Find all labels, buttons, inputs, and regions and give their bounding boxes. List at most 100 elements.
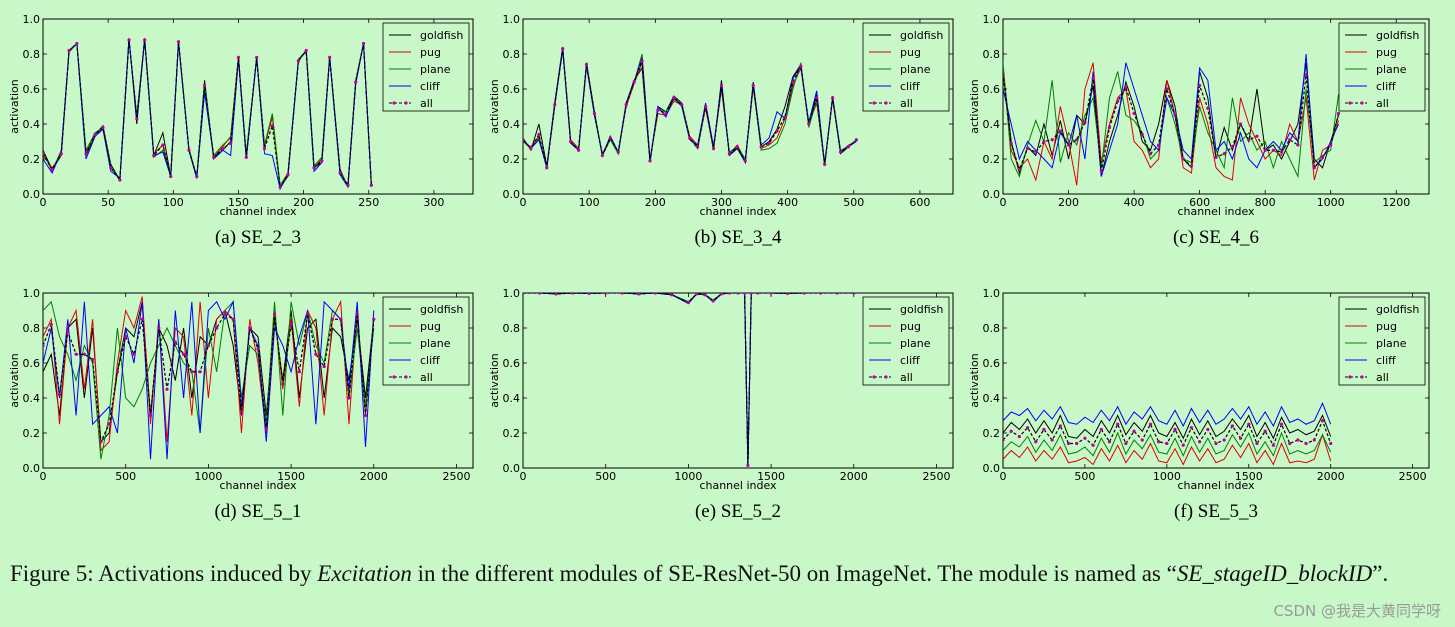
data-point-all	[1329, 441, 1333, 446]
data-point-all	[672, 96, 676, 100]
data-point-all	[680, 103, 684, 107]
data-point-all	[1320, 419, 1325, 423]
legend-marker-all	[1360, 375, 1364, 379]
legend-label-plane: plane	[420, 63, 451, 76]
data-point-all	[743, 159, 747, 163]
data-point-all	[1288, 138, 1292, 142]
data-point-all	[786, 293, 790, 295]
data-point-all	[1083, 436, 1087, 440]
x-tick-label: 150	[228, 196, 249, 209]
data-point-all	[312, 166, 316, 170]
legend-label-goldfish: goldfish	[900, 303, 943, 316]
data-point-all	[576, 148, 581, 152]
series-line-all	[43, 39, 372, 189]
series-line-cliff	[43, 299, 375, 460]
legend-label-pug: pug	[420, 320, 441, 333]
data-point-all	[1058, 424, 1062, 428]
data-point-all	[656, 108, 660, 112]
watermark: CSDN @我是大黄同学呀	[1273, 602, 1441, 620]
data-point-all	[1165, 441, 1169, 446]
data-point-all	[212, 155, 216, 159]
data-point-all	[239, 410, 244, 414]
y-tick-label: 0.4	[983, 118, 1001, 131]
data-point-all	[640, 59, 644, 63]
data-point-all	[1304, 441, 1308, 446]
data-point-all	[93, 132, 97, 137]
legend-box	[862, 296, 950, 386]
legend-label-goldfish: goldfish	[900, 29, 943, 42]
legend-marker-all	[392, 375, 396, 379]
data-point-all	[262, 146, 267, 151]
data-point-all	[161, 143, 165, 147]
data-point-all	[1173, 113, 1177, 117]
data-point-all	[347, 396, 351, 400]
data-point-all	[1157, 143, 1161, 147]
data-point-all	[165, 387, 169, 391]
data-point-all	[198, 370, 202, 374]
data-point-all	[328, 55, 332, 60]
data-point-all	[632, 80, 636, 84]
data-point-all	[1206, 106, 1210, 110]
y-tick-label: 0.2	[503, 153, 521, 166]
data-point-all	[297, 370, 301, 374]
y-tick-label: 0.8	[983, 322, 1001, 335]
data-point-all	[831, 96, 835, 100]
legend-box	[382, 296, 470, 386]
data-point-all	[361, 41, 366, 46]
data-point-all	[1263, 429, 1267, 433]
y-tick-label: 1.0	[983, 13, 1001, 26]
legend-label-all: all	[900, 97, 913, 110]
y-axis-label: activation	[8, 79, 21, 134]
x-tick-label: 1500	[277, 470, 305, 483]
data-point-all	[1296, 438, 1300, 442]
data-point-all	[1050, 438, 1054, 442]
data-point-all	[769, 293, 773, 295]
data-point-all	[1140, 132, 1144, 137]
legend-label-goldfish: goldfish	[420, 29, 463, 42]
data-point-all	[195, 174, 199, 179]
y-tick-label: 0.2	[503, 427, 521, 440]
y-tick-label: 1.0	[23, 287, 41, 300]
data-point-all	[1025, 426, 1030, 430]
y-tick-label: 1.0	[23, 13, 41, 26]
series-line-pug	[43, 296, 375, 452]
data-point-all	[0, 112, 2, 115]
chart-panel-3: 0.00.20.40.60.81.00 200 400 600 800 1000 1200c…	[968, 13, 1430, 248]
data-point-all	[236, 55, 241, 60]
data-point-all	[107, 422, 111, 426]
data-point-all	[215, 326, 219, 330]
data-point-all	[838, 150, 843, 154]
data-point-all	[1263, 148, 1267, 152]
data-point-all	[43, 343, 45, 348]
legend-label-pug: pug	[900, 320, 921, 333]
x-tick-label: 1500	[1235, 470, 1263, 483]
legend-marker-all	[404, 375, 408, 379]
x-tick-label: 50	[101, 196, 115, 209]
legend-label-goldfish: goldfish	[420, 303, 463, 316]
data-point-all	[202, 83, 207, 88]
data-point-all	[1173, 427, 1177, 432]
y-tick-label: 0.4	[503, 118, 521, 131]
data-point-all	[59, 152, 63, 156]
data-point-all	[736, 293, 740, 295]
y-axis-label: activation	[8, 353, 21, 408]
data-point-all	[306, 312, 310, 316]
series-line-pug	[1003, 433, 1332, 466]
x-tick-label: 2000	[360, 470, 388, 483]
legend-label-pug: pug	[1376, 320, 1397, 333]
data-point-all	[1025, 146, 1030, 151]
data-point-all	[281, 382, 285, 386]
data-point-all	[1050, 138, 1054, 142]
x-tick-label: 200	[293, 196, 314, 209]
series-group	[0, 46, 859, 170]
y-tick-label: 0.8	[983, 48, 1001, 61]
panel-caption: (f) SE_5_3	[1174, 501, 1258, 522]
data-point-all	[686, 301, 690, 305]
data-point-all	[322, 364, 326, 369]
data-point-all	[1336, 111, 1341, 116]
panel-caption: (a) SE_2_3	[215, 227, 301, 248]
legend-label-all: all	[900, 371, 913, 384]
data-point-all	[728, 293, 732, 295]
data-point-all	[711, 299, 715, 303]
data-point-all	[537, 293, 542, 295]
